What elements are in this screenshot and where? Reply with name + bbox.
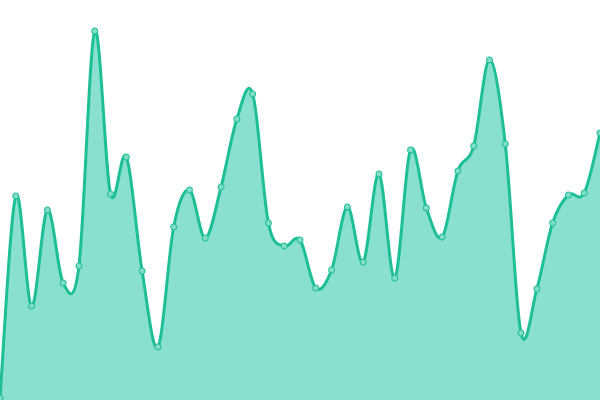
data-point-24 xyxy=(375,170,383,178)
data-point-37 xyxy=(580,189,588,197)
data-point-28 xyxy=(438,233,446,241)
data-point-22 xyxy=(343,203,351,211)
data-point-35 xyxy=(549,219,557,227)
data-point-11 xyxy=(170,223,178,231)
data-point-21 xyxy=(328,266,336,274)
data-point-38 xyxy=(596,129,600,137)
data-point-16 xyxy=(249,90,257,98)
data-point-26 xyxy=(407,146,415,154)
data-point-18 xyxy=(280,242,288,250)
data-point-13 xyxy=(201,234,209,242)
data-point-0 xyxy=(0,394,4,400)
data-points xyxy=(0,27,600,400)
data-point-27 xyxy=(422,204,430,212)
data-point-29 xyxy=(454,167,462,175)
data-point-34 xyxy=(533,285,541,293)
data-point-6 xyxy=(91,27,99,35)
data-point-33 xyxy=(517,329,525,337)
data-point-23 xyxy=(359,258,367,266)
data-point-12 xyxy=(185,186,193,194)
data-point-4 xyxy=(59,279,67,287)
area-fill xyxy=(0,30,600,400)
data-point-8 xyxy=(122,153,130,161)
data-point-9 xyxy=(138,267,146,275)
data-point-2 xyxy=(28,302,36,310)
data-point-14 xyxy=(217,183,225,191)
data-point-32 xyxy=(501,140,509,148)
data-point-1 xyxy=(12,192,20,200)
data-point-7 xyxy=(107,190,115,198)
data-point-15 xyxy=(233,115,241,123)
data-point-5 xyxy=(75,262,83,270)
data-point-30 xyxy=(470,142,478,150)
data-point-19 xyxy=(296,236,304,244)
data-point-31 xyxy=(485,56,493,64)
data-point-10 xyxy=(154,343,162,351)
data-point-25 xyxy=(391,274,399,282)
data-point-17 xyxy=(264,219,272,227)
data-point-3 xyxy=(43,206,51,214)
data-point-20 xyxy=(312,284,320,292)
data-point-36 xyxy=(564,191,572,199)
